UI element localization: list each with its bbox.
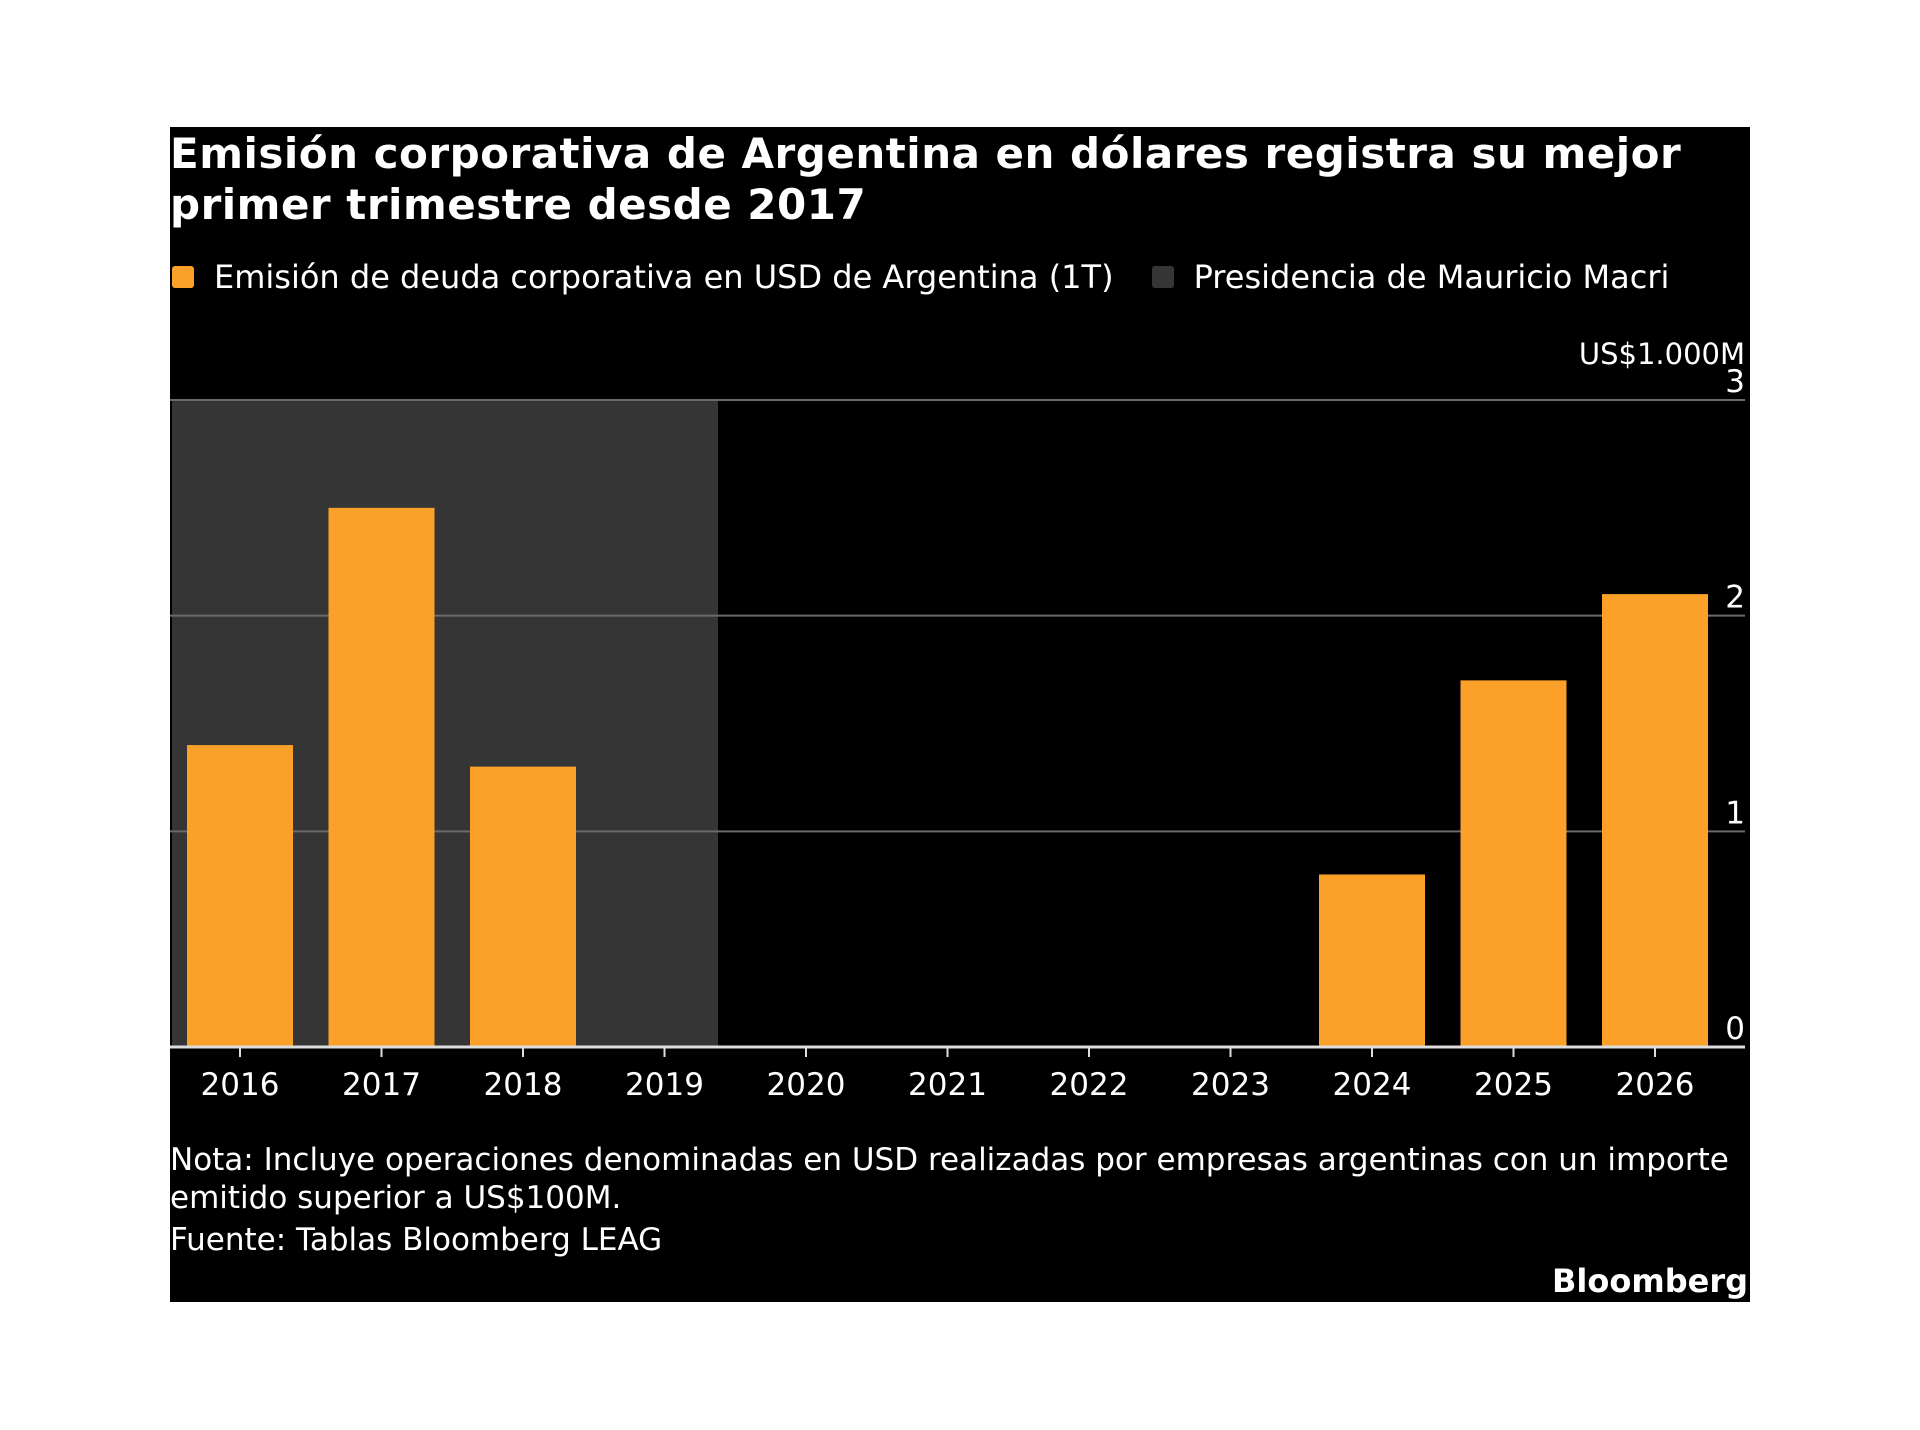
legend-swatch-issuance	[172, 266, 194, 288]
x-tick-label: 2023	[1191, 1067, 1270, 1103]
x-tick-label: 2019	[625, 1067, 704, 1103]
y-tick-label: 0	[1725, 1011, 1745, 1047]
x-tick-label: 2024	[1333, 1067, 1412, 1103]
bar-2025	[1460, 680, 1567, 1047]
note-line-1: Nota: Incluye operaciones denominadas en…	[170, 1142, 1729, 1178]
y-tick-label: 1	[1725, 795, 1745, 831]
bar-2018	[470, 766, 576, 1047]
legend-label-issuance: Emisión de deuda corporativa en USD de A…	[214, 258, 1114, 296]
x-tick-label: 2016	[201, 1067, 280, 1103]
bar-2017	[328, 507, 435, 1047]
x-tick-label: 2017	[342, 1067, 421, 1103]
bloomberg-logo: Bloomberg	[1552, 1262, 1748, 1300]
source: Fuente: Tablas Bloomberg LEAG	[170, 1222, 663, 1258]
note-line-2: emitido superior a US$100M.	[170, 1180, 622, 1216]
y-unit-label: US$1.000M	[1579, 337, 1745, 371]
legend-swatch-macri	[1151, 266, 1174, 288]
x-tick-label: 2018	[484, 1067, 563, 1103]
x-tick-label: 2022	[1050, 1067, 1129, 1103]
chart-title: Emisión corporativa de Argentina en dóla…	[170, 129, 1682, 229]
x-tick-label: 2021	[908, 1067, 987, 1103]
x-tick-label: 2025	[1474, 1067, 1553, 1103]
legend: Emisión de deuda corporativa en USD de A…	[172, 258, 1707, 296]
y-tick-label: 2	[1725, 580, 1745, 616]
bar-2016	[187, 745, 293, 1047]
x-tick-label: 2026	[1616, 1067, 1695, 1103]
y-tick-label: 3	[1725, 364, 1745, 400]
bar-2026	[1602, 594, 1708, 1047]
x-tick-label: 2020	[767, 1067, 846, 1103]
legend-label-macri: Presidencia de Mauricio Macri	[1193, 258, 1670, 296]
bar-2024	[1319, 874, 1425, 1047]
